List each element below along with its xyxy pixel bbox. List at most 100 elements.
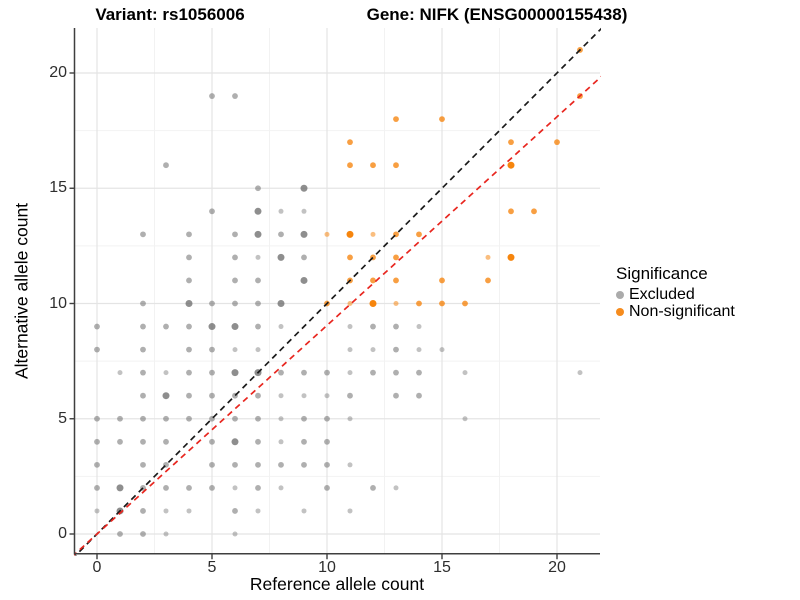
data-point-excluded	[393, 323, 399, 330]
excluded-dot-icon	[616, 291, 624, 299]
variant-title: Variant: rs1056006	[95, 5, 245, 24]
data-point-excluded	[186, 254, 192, 261]
data-point-excluded	[301, 461, 307, 468]
data-point-excluded	[393, 346, 399, 353]
data-point-excluded	[209, 461, 215, 468]
data-point-excluded	[232, 508, 238, 514]
data-point-excluded	[370, 323, 376, 330]
legend: Significance Excluded Non-significant	[616, 264, 735, 320]
data-point-excluded	[186, 231, 192, 238]
data-point-excluded	[231, 369, 239, 377]
non-significant-dot-icon	[616, 308, 624, 316]
data-point-excluded	[232, 231, 238, 238]
data-point-excluded	[163, 485, 169, 491]
data-point-excluded	[163, 508, 169, 514]
data-point-excluded	[140, 438, 146, 445]
data-point-excluded	[232, 300, 238, 307]
data-point-excluded	[324, 461, 330, 468]
data-point-excluded	[209, 369, 215, 376]
identity-line	[74, 27, 601, 556]
x-tick-label: 5	[207, 559, 217, 576]
data-point-excluded	[94, 323, 100, 330]
data-point-non-significant	[370, 277, 376, 284]
data-point-non-significant	[370, 162, 376, 169]
data-point-excluded	[117, 438, 123, 445]
data-point-excluded	[232, 531, 238, 537]
data-point-excluded	[324, 393, 330, 399]
data-point-non-significant	[347, 162, 353, 169]
data-point-excluded	[347, 324, 353, 330]
data-point-non-significant	[485, 277, 491, 284]
data-point-excluded	[301, 438, 307, 445]
data-point-excluded	[94, 346, 100, 353]
data-point-excluded	[347, 462, 353, 468]
legend-item-non-significant: Non-significant	[616, 304, 735, 320]
data-point-non-significant	[462, 300, 468, 307]
data-point-excluded	[300, 276, 308, 284]
data-point-excluded	[278, 485, 284, 491]
data-point-excluded	[140, 508, 146, 514]
data-point-excluded	[462, 416, 468, 422]
data-point-excluded	[393, 369, 399, 376]
data-point-excluded	[278, 439, 284, 445]
data-point-excluded	[255, 461, 261, 468]
data-point-excluded	[416, 347, 422, 353]
data-point-non-significant	[554, 139, 560, 146]
data-point-excluded	[117, 531, 123, 537]
data-point-excluded	[255, 508, 261, 514]
data-point-excluded	[232, 347, 238, 353]
data-point-excluded	[162, 392, 170, 400]
x-tick-label: 20	[548, 559, 566, 576]
gridlines-layer	[74, 28, 600, 554]
data-point-excluded	[255, 415, 261, 422]
data-point-excluded	[255, 300, 261, 307]
data-point-excluded	[163, 415, 169, 422]
data-point-excluded	[208, 323, 216, 331]
data-point-excluded	[277, 253, 285, 261]
data-point-excluded	[140, 531, 146, 537]
data-point-non-significant	[347, 139, 353, 146]
data-points-layer	[94, 47, 583, 537]
data-point-excluded	[140, 461, 146, 468]
data-point-excluded	[416, 369, 422, 376]
data-point-excluded	[117, 370, 123, 376]
legend-item-excluded: Excluded	[616, 287, 735, 303]
data-point-excluded	[301, 415, 307, 422]
data-point-excluded	[140, 392, 146, 399]
data-point-excluded	[324, 438, 330, 445]
data-point-non-significant	[416, 300, 422, 307]
data-point-excluded	[231, 323, 239, 331]
data-point-excluded	[370, 369, 376, 376]
data-point-excluded	[94, 415, 100, 422]
data-point-excluded	[186, 277, 192, 284]
data-point-excluded	[140, 415, 146, 422]
data-point-excluded	[370, 485, 376, 491]
data-point-excluded	[255, 185, 261, 192]
data-point-excluded	[393, 485, 399, 491]
data-point-excluded	[186, 346, 192, 353]
data-point-excluded	[186, 392, 192, 399]
data-point-non-significant	[393, 277, 399, 284]
x-tick-label: 15	[433, 559, 451, 576]
data-point-excluded	[254, 230, 262, 238]
data-point-excluded	[462, 370, 468, 376]
x-tick-label: 10	[318, 559, 336, 576]
data-point-excluded	[324, 415, 330, 422]
data-point-non-significant	[346, 230, 354, 238]
data-point-excluded	[255, 347, 261, 353]
data-point-excluded	[186, 323, 192, 330]
data-point-excluded	[232, 485, 238, 491]
data-point-non-significant	[393, 162, 399, 169]
data-point-excluded	[347, 347, 353, 353]
data-point-non-significant	[439, 277, 445, 284]
data-point-excluded	[232, 254, 238, 261]
data-point-excluded	[277, 300, 285, 307]
data-point-excluded	[232, 93, 238, 99]
data-point-excluded	[209, 438, 215, 445]
data-point-non-significant	[393, 301, 399, 306]
y-tick-label: 5	[58, 409, 67, 427]
data-point-excluded	[324, 485, 330, 491]
data-point-non-significant	[369, 300, 377, 307]
data-point-excluded	[186, 415, 192, 422]
